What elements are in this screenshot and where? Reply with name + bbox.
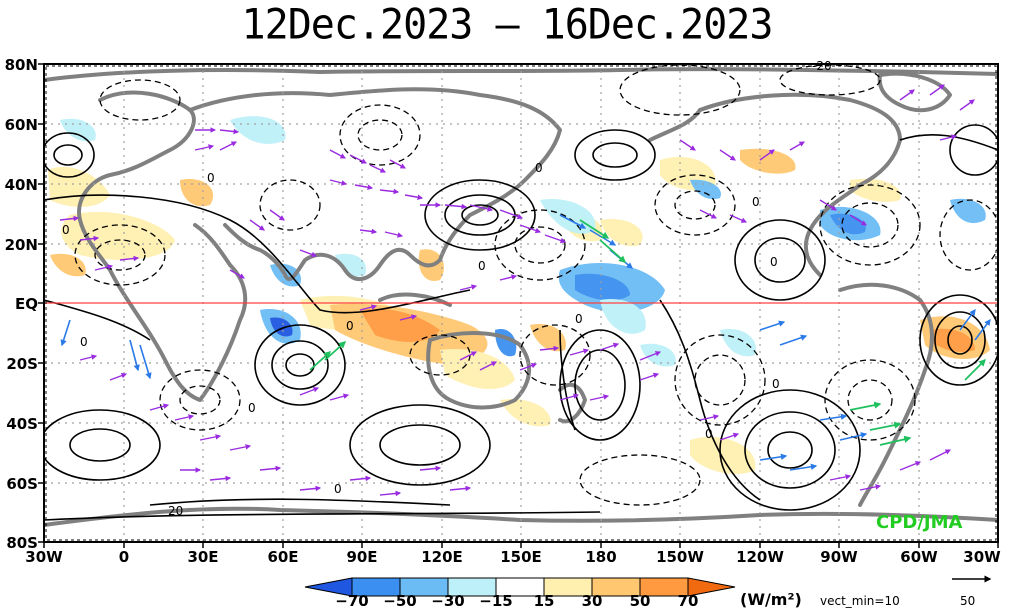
colorbar-tick: −50 (383, 592, 417, 610)
map-title: 12Dec.2023 – 16Dec.2023 (241, 0, 774, 50)
contour-label: 0 (478, 259, 486, 273)
colorbar-tick: −70 (335, 592, 369, 610)
colorbar-tick: 15 (533, 592, 555, 610)
lat-label-20n: 20N (4, 236, 38, 254)
contour-label: 0 (535, 161, 543, 175)
shading-negative (60, 116, 986, 367)
contour-label: 0 (80, 335, 88, 349)
reference-vector-value: 50 (960, 594, 976, 608)
lon-label: 60E (267, 548, 299, 566)
shading-positive (48, 148, 990, 475)
colorbar (304, 577, 736, 597)
contour-label: 0 (62, 223, 70, 237)
colorbar-tick: 30 (581, 592, 603, 610)
contour-label: 0 (705, 427, 713, 441)
contour-label: 0 (772, 377, 780, 391)
lon-label: 0 (118, 548, 130, 566)
lon-label: 30W (25, 548, 63, 566)
lon-label: 90E (346, 548, 378, 566)
lat-label-60s: 60S (6, 475, 38, 493)
colorbar-tick: 50 (629, 592, 651, 610)
lat-label-40n: 40N (4, 176, 38, 194)
lon-label: 120W (736, 548, 784, 566)
contour-label: 0 (752, 195, 760, 209)
contour-label: 0 (770, 255, 778, 269)
lat-label-40s: 40S (6, 415, 38, 433)
lon-label: 90W (820, 548, 858, 566)
axis-ticks (38, 63, 999, 548)
contour-label: 0 (575, 312, 583, 326)
lat-label-60n: 60N (4, 116, 38, 134)
contours-negative (74, 64, 998, 506)
lon-label: 150E (500, 548, 542, 566)
strong-vectors-blue (60, 214, 991, 471)
lat-label-20s: 20S (6, 355, 38, 373)
colorbar-units: (W/m²) (740, 590, 802, 609)
contour-label: 0 (334, 482, 342, 496)
lat-label-80s: 80S (6, 534, 38, 552)
credit-label: CPD/JMA (876, 512, 963, 533)
contour-label: 0 (346, 319, 354, 333)
contour-label: 0 (207, 171, 215, 185)
contour-label: -20 (812, 59, 832, 73)
colorbar-tick: −15 (479, 592, 513, 610)
colorbar-tick: −30 (431, 592, 465, 610)
vector-min-label: vect_min=10 (820, 594, 900, 608)
colorbar-tick: 70 (677, 592, 699, 610)
lat-label-eq: EQ (15, 295, 38, 313)
lon-label: 30E (187, 548, 219, 566)
wind-vectors (59, 84, 975, 497)
lat-label-80n: 80N (4, 56, 38, 74)
lon-label: 30W (963, 548, 1001, 566)
lon-label: 120E (421, 548, 463, 566)
contours-positive (44, 124, 998, 521)
lon-label: 180 (585, 548, 617, 566)
contour-label: 20 (168, 504, 183, 518)
contour-label: 0 (248, 401, 256, 415)
strong-vectors-green (309, 219, 987, 446)
lon-label: 60W (900, 548, 938, 566)
lon-label: 150W (656, 548, 704, 566)
